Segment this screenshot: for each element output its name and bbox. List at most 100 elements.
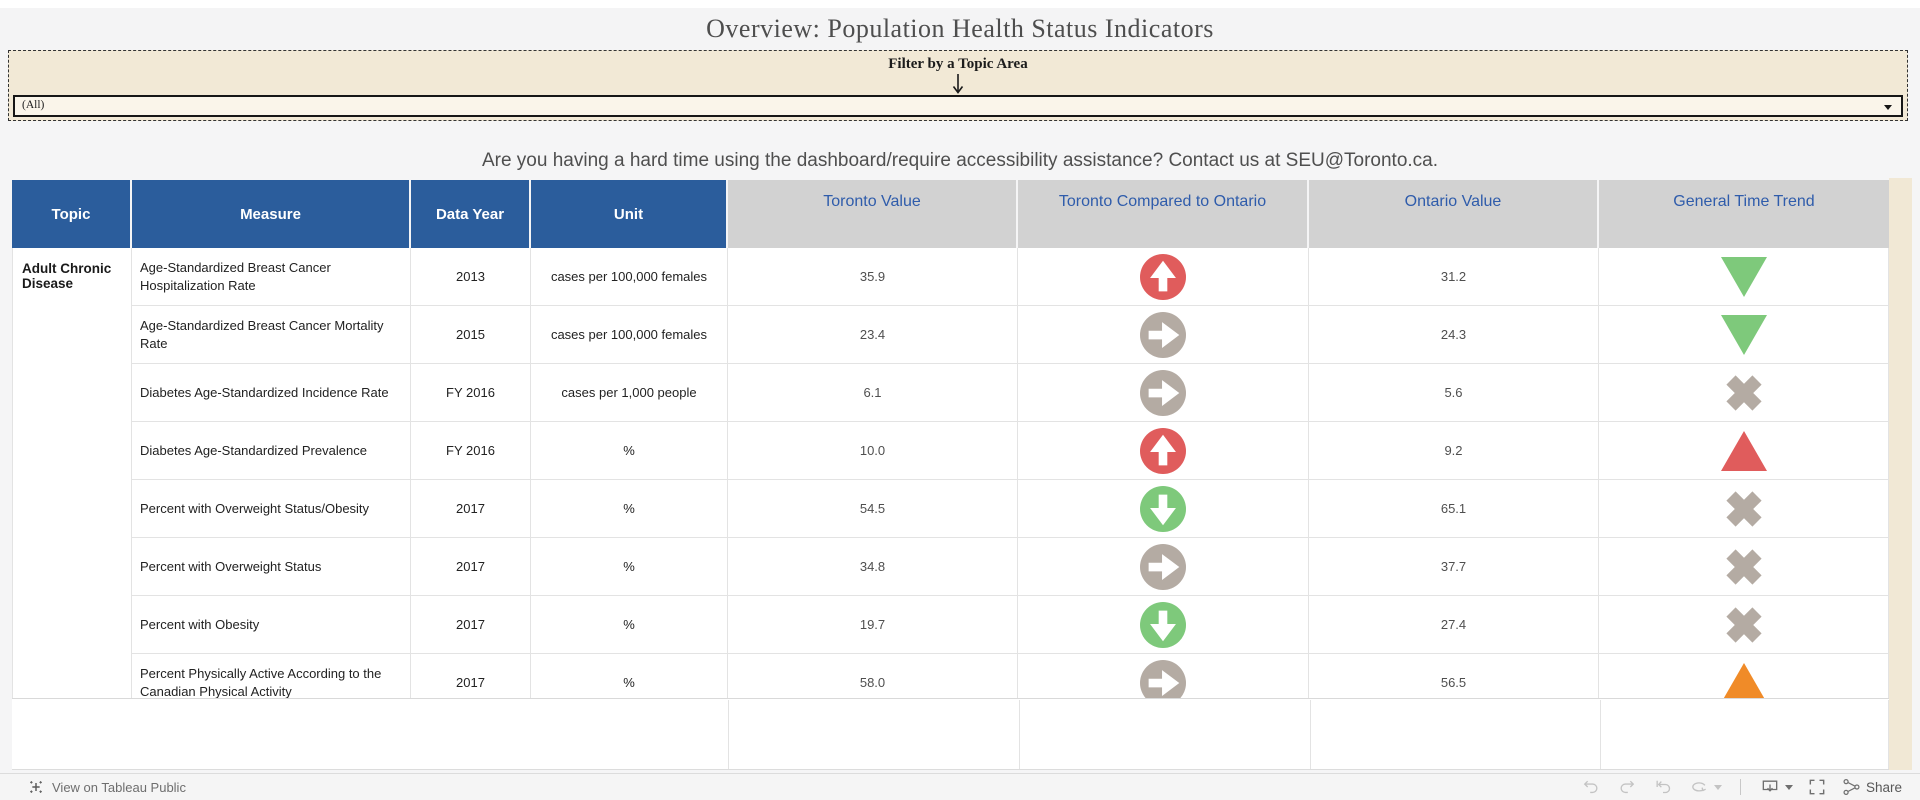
download-button[interactable] [1759,777,1793,797]
column-header-data-year: Data Year [411,180,531,248]
column-header-ontario-value: Ontario Value [1309,180,1599,248]
unit-cell: % [531,422,728,479]
unit-cell: % [531,654,728,698]
table-row: Percent with Overweight Status/Obesity 20… [132,480,1889,538]
tableau-logo-icon [30,781,42,793]
toronto-value-cell: 6.1 [728,364,1018,421]
comparison-cell [1018,538,1309,595]
table-body: Adult Chronic Disease Age-Standardized B… [12,248,1889,699]
view-on-tableau-public-link[interactable]: View on Tableau Public [28,779,186,795]
reset-button[interactable] [1652,777,1674,797]
column-header-trend: General Time Trend [1599,180,1889,248]
table-bottom-border [12,769,1889,770]
reset-icon [1656,780,1671,794]
measure-cell: Percent with Obesity [132,596,411,653]
unit-cell: cases per 100,000 females [531,248,728,305]
data-year-cell: FY 2016 [411,422,531,479]
data-year-cell: 2013 [411,248,531,305]
column-header-comparison: Toronto Compared to Ontario [1018,180,1309,248]
filter-label: Filter by a Topic Area [888,56,1028,72]
cross-gray-icon [1724,547,1764,587]
unit-cell: % [531,596,728,653]
table-row: Percent with Overweight Status 2017% 34.8 3… [132,538,1889,596]
refresh-button[interactable] [1688,777,1722,797]
topic-group-cell: Adult Chronic Disease [12,248,132,698]
share-label: Share [1865,779,1902,795]
view-on-tableau-public-label: View on Tableau Public [52,779,186,795]
circle-arrow-right-gray-icon [1140,311,1186,358]
unit-cell: cases per 1,000 people [531,364,728,421]
undo-button[interactable] [1580,777,1602,797]
redo-icon [1620,780,1635,794]
comparison-cell [1018,480,1309,537]
data-year-cell: 2017 [411,480,531,537]
fullscreen-button[interactable] [1807,777,1827,797]
topic-filter-dropdown[interactable]: (All) [13,95,1903,117]
scroll-gutter [1889,178,1912,770]
top-margin [0,0,1920,8]
table-row: Age-Standardized Breast Cancer Hospitali… [132,248,1889,306]
ontario-value-cell: 37.7 [1309,538,1599,595]
comparison-cell [1018,306,1309,363]
trend-cell [1599,538,1889,595]
toronto-value-cell: 10.0 [728,422,1018,479]
cross-gray-icon [1724,605,1764,645]
measure-cell: Diabetes Age-Standardized Prevalence [132,422,411,479]
table-row: Diabetes Age-Standardized Prevalence FY 2… [132,422,1889,480]
redo-button[interactable] [1616,777,1638,797]
comparison-cell [1018,596,1309,653]
circle-arrow-up-red-icon [1140,427,1186,474]
circle-arrow-right-gray-icon [1140,543,1186,590]
caret-down-icon [1713,784,1722,790]
trend-cell [1599,596,1889,653]
table-row: Percent Physically Active According to t… [132,654,1889,698]
circle-arrow-right-gray-icon [1140,659,1186,698]
measure-cell: Age-Standardized Breast Cancer Hospitali… [132,248,411,305]
ontario-value-cell: 31.2 [1309,248,1599,305]
measure-cell: Percent Physically Active According to t… [132,654,411,698]
comparison-cell [1018,248,1309,305]
down-arrow-icon [952,74,964,94]
ontario-value-cell: 9.2 [1309,422,1599,479]
measure-cell: Diabetes Age-Standardized Incidence Rate [132,364,411,421]
toronto-value-cell: 23.4 [728,306,1018,363]
circle-arrow-up-red-icon [1140,253,1186,300]
tableau-toolbar: View on Tableau Public [0,773,1920,800]
trend-cell [1599,306,1889,363]
column-header-topic: Topic [12,180,132,248]
toronto-value-cell: 19.7 [728,596,1018,653]
unit-cell: % [531,538,728,595]
trend-cell [1599,364,1889,421]
data-year-cell: 2017 [411,538,531,595]
share-button[interactable]: Share [1841,777,1902,797]
download-icon [1762,780,1778,792]
trend-cell [1599,654,1889,698]
share-icon [1843,778,1860,796]
circle-arrow-down-green-icon [1140,601,1186,648]
unit-cell: cases per 100,000 females [531,306,728,363]
comparison-cell [1018,364,1309,421]
circle-arrow-down-green-icon [1140,485,1186,532]
measure-cell: Percent with Overweight Status/Obesity [132,480,411,537]
topic-filter-panel: Filter by a Topic Area (All) [8,50,1908,121]
toronto-value-cell: 58.0 [728,654,1018,698]
table-row: Percent with Obesity 2017% 19.7 27.4 [132,596,1889,654]
accessibility-notice: Are you having a hard time using the das… [481,150,1439,171]
trend-cell [1599,480,1889,537]
empty-value-cells [728,700,1889,769]
data-year-cell: 2015 [411,306,531,363]
ontario-value-cell: 27.4 [1309,596,1599,653]
measure-cell: Age-Standardized Breast Cancer Mortality… [132,306,411,363]
undo-icon [1583,780,1598,794]
comparison-cell [1018,422,1309,479]
measure-cell: Percent with Overweight Status [132,538,411,595]
circle-arrow-right-gray-icon [1140,369,1186,416]
trend-cell [1599,422,1889,479]
ontario-value-cell: 56.5 [1309,654,1599,698]
toronto-value-cell: 35.9 [728,248,1018,305]
column-header-measure: Measure [132,180,411,248]
title-band: Overview: Population Health Status Indic… [0,8,1920,50]
fullscreen-icon [1809,779,1825,795]
triangle-down-green-icon [1720,256,1767,297]
